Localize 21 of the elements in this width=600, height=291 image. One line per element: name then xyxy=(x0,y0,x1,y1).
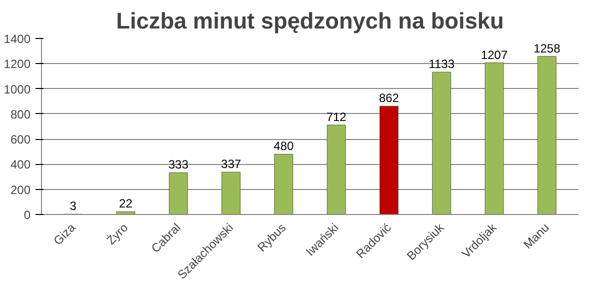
data-label: 337 xyxy=(221,157,242,172)
data-label: 1258 xyxy=(534,41,561,56)
y-tick-label: 0 xyxy=(24,208,31,222)
data-label: 712 xyxy=(326,110,347,124)
y-tick-label: 1000 xyxy=(4,82,31,96)
y-tick-label: 1400 xyxy=(4,32,31,46)
x-tick-label: Żyro xyxy=(104,220,131,248)
data-label: 22 xyxy=(119,196,133,211)
data-label: 1207 xyxy=(480,48,508,62)
y-tick-label: 200 xyxy=(10,182,31,197)
data-label: 862 xyxy=(378,91,400,106)
y-tick-label: 1200 xyxy=(4,57,31,72)
y-tick-label: 400 xyxy=(10,158,31,172)
y-tick-label: 800 xyxy=(10,107,31,122)
data-label: 333 xyxy=(168,158,189,172)
chart-title: Liczba minut spędzonych na boisku xyxy=(116,8,504,34)
data-label: 1133 xyxy=(428,57,455,72)
data-label: 3 xyxy=(70,199,77,214)
y-tick-label: 600 xyxy=(10,132,31,147)
data-label: 480 xyxy=(274,139,294,154)
x-tick-label: Giza xyxy=(50,220,78,248)
